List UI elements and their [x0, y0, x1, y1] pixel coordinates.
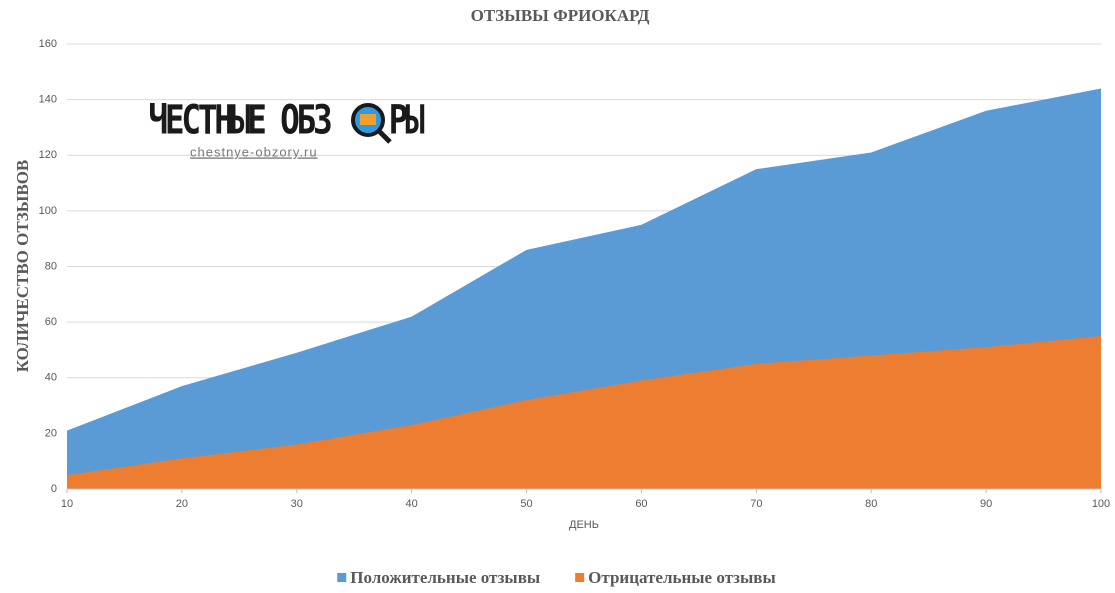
x-tick-label: 50	[520, 498, 532, 510]
y-tick-label: 100	[39, 205, 57, 217]
y-tick-label: 40	[45, 372, 57, 384]
watermark-title: РЫ	[389, 96, 425, 143]
y-tick-label: 140	[39, 94, 57, 106]
x-axis-label: ДЕНЬ	[569, 519, 599, 531]
area	[67, 336, 1101, 489]
legend-swatch	[575, 573, 585, 582]
watermark-icon	[360, 114, 376, 125]
y-axis-label: КОЛИЧЕСТВО ОТЗЫВОВ	[13, 160, 32, 373]
x-tick-label: 80	[865, 498, 877, 510]
legend: Положительные отзывы Отрицательные отзывы	[337, 568, 776, 587]
watermark-title: ЧЕСТНЫЕ ОБЗ	[148, 96, 331, 143]
watermark-icon	[377, 129, 392, 144]
y-tick-label: 120	[39, 149, 57, 161]
legend-label: Отрицательные отзывы	[588, 568, 776, 587]
x-tick-label: 60	[635, 498, 647, 510]
x-tick-label: 100	[1092, 498, 1110, 510]
y-tick-label: 0	[51, 483, 57, 495]
x-tick-label: 70	[750, 498, 762, 510]
x-tick-label: 20	[176, 498, 188, 510]
legend-label: Положительные отзывы	[350, 568, 540, 587]
y-tick-label: 60	[45, 316, 57, 328]
y-tick-label: 160	[39, 38, 57, 50]
chart-title: ОТЗЫВЫ ФРИОКАРД	[471, 6, 650, 25]
x-tick-label: 90	[980, 498, 992, 510]
watermark: ЧЕСТНЫЕ ОБЗ РЫ chestnye-obzory.ru	[148, 96, 428, 159]
x-tick-label: 10	[61, 498, 73, 510]
y-tick-label: 80	[45, 260, 57, 272]
legend-swatch	[337, 573, 347, 582]
plot: 0 20 40 60 80 100 120 140 160 10 20 30 40 50 60 70 80 90 1…	[39, 38, 1111, 510]
x-tick-label: 30	[291, 498, 303, 510]
x-tick-label: 40	[406, 498, 418, 510]
y-tick-label: 20	[45, 427, 57, 439]
watermark-url: chestnye-obzory.ru	[190, 144, 318, 159]
